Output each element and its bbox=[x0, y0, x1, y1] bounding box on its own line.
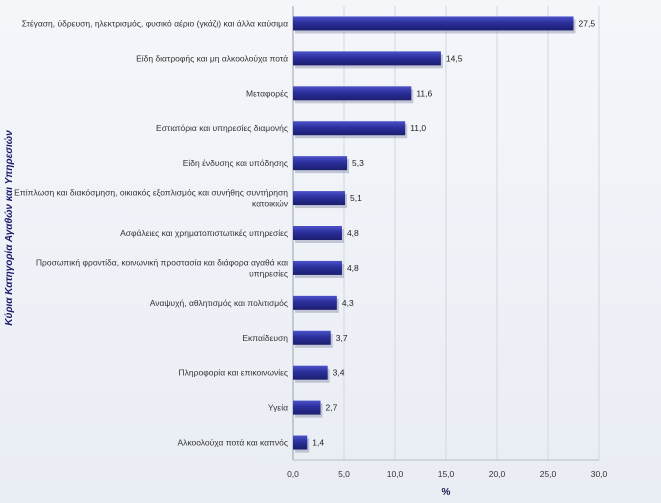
value-label: 11,6 bbox=[416, 88, 432, 98]
value-label: 4,8 bbox=[347, 228, 359, 238]
x-tick-label: 25,0 bbox=[540, 469, 557, 479]
value-label: 27,5 bbox=[579, 18, 596, 28]
bar bbox=[293, 435, 308, 450]
x-tick-label: 30,0 bbox=[591, 469, 608, 479]
bar bbox=[293, 365, 328, 380]
category-label: Εκπαίδευση bbox=[242, 333, 288, 343]
x-tick-label: 5,0 bbox=[338, 469, 350, 479]
bar bbox=[293, 400, 321, 415]
value-label: 1,4 bbox=[312, 438, 324, 448]
value-label: 4,3 bbox=[342, 298, 354, 308]
bar bbox=[293, 260, 342, 275]
bar bbox=[293, 86, 412, 101]
category-label: Ασφάλειες και χρηματοπιστωτικές υπηρεσίε… bbox=[120, 228, 288, 238]
category-label: Εστιατόρια και υπηρεσίες διαμονής bbox=[156, 123, 288, 133]
category-label: Προσωπική φροντίδα, κοινωνική προστασία … bbox=[36, 257, 288, 278]
y-axis-title: Κύρια Κατηγορία Αγαθών και Υπηρεσιών bbox=[4, 130, 15, 326]
category-label: Είδη διατροφής και μη αλκοολούχα ποτά bbox=[136, 53, 288, 63]
category-label: Στέγαση, ύδρευση, ηλεκτρισμός, φυσικό αέ… bbox=[22, 18, 288, 28]
x-tick-label: 0,0 bbox=[287, 469, 299, 479]
value-label: 4,8 bbox=[347, 263, 359, 273]
bar bbox=[293, 226, 342, 240]
value-label: 5,3 bbox=[352, 158, 364, 168]
bar bbox=[293, 191, 346, 206]
x-tick-label: 10,0 bbox=[387, 469, 404, 479]
bar bbox=[293, 295, 337, 310]
category-label: Αλκοολούχα ποτά και καπνός bbox=[177, 438, 288, 448]
category-label: Μεταφορές bbox=[246, 88, 288, 98]
value-label: 11,0 bbox=[410, 123, 426, 133]
bar bbox=[293, 51, 441, 66]
bar bbox=[293, 16, 574, 31]
bar bbox=[293, 330, 331, 345]
category-label: Επίπλωση και διακόσμηση, οικιακός εξοπλι… bbox=[14, 188, 288, 209]
category-label: Πληροφορία και επικοινωνίες bbox=[179, 368, 288, 378]
x-tick-label: 20,0 bbox=[489, 469, 506, 479]
category-label: Υγεία bbox=[268, 403, 288, 413]
value-label: 5,1 bbox=[350, 193, 362, 203]
category-label: Είδη ένδυσης και υπόδησης bbox=[183, 158, 288, 168]
value-label: 2,7 bbox=[326, 403, 338, 413]
bar bbox=[293, 156, 348, 171]
bar bbox=[293, 121, 406, 136]
value-label: 3,7 bbox=[336, 333, 348, 343]
x-axis-title: % bbox=[442, 487, 451, 498]
value-label: 3,4 bbox=[333, 368, 345, 378]
value-label: 14,5 bbox=[446, 53, 463, 63]
category-label: Αναψυχή, αθλητισμός και πολιτισμός bbox=[150, 298, 288, 308]
x-tick-label: 15,0 bbox=[438, 469, 455, 479]
